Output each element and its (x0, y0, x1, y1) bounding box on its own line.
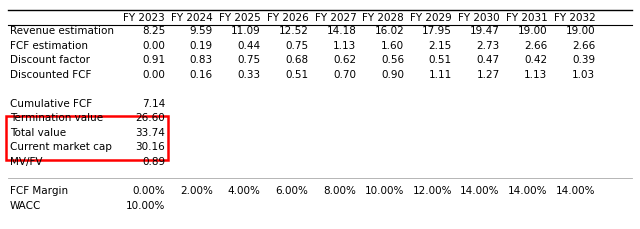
Text: 0.89: 0.89 (142, 157, 165, 167)
Text: Current market cap: Current market cap (10, 142, 111, 153)
Text: 0.51: 0.51 (285, 70, 308, 80)
Text: 0.56: 0.56 (381, 55, 404, 65)
Text: 11.09: 11.09 (231, 26, 260, 36)
Text: 0.47: 0.47 (477, 55, 500, 65)
Text: Revenue estimation: Revenue estimation (10, 26, 114, 36)
Text: 33.74: 33.74 (135, 128, 165, 138)
Text: Total value: Total value (10, 128, 66, 138)
Text: 7.14: 7.14 (142, 99, 165, 109)
Text: 0.42: 0.42 (524, 55, 547, 65)
Text: 0.19: 0.19 (190, 41, 213, 51)
Text: 10.00%: 10.00% (126, 201, 165, 211)
Text: 0.90: 0.90 (381, 70, 404, 80)
Text: 0.33: 0.33 (237, 70, 260, 80)
Text: FY 2031: FY 2031 (506, 13, 547, 23)
Text: 8.00%: 8.00% (323, 186, 356, 196)
Text: FY 2028: FY 2028 (362, 13, 404, 23)
Text: 0.16: 0.16 (190, 70, 213, 80)
Text: MV/FV: MV/FV (10, 157, 42, 167)
Bar (6, 116, 168, 160)
Text: FY 2026: FY 2026 (267, 13, 308, 23)
Text: 0.00%: 0.00% (132, 186, 165, 196)
Text: 19.00: 19.00 (566, 26, 595, 36)
Text: 12.52: 12.52 (278, 26, 308, 36)
Text: 12.00%: 12.00% (412, 186, 452, 196)
Text: 14.18: 14.18 (326, 26, 356, 36)
Text: 0.83: 0.83 (190, 55, 213, 65)
Text: FY 2023: FY 2023 (124, 13, 165, 23)
Text: FY 2032: FY 2032 (554, 13, 595, 23)
Text: 0.62: 0.62 (333, 55, 356, 65)
Text: 17.95: 17.95 (422, 26, 452, 36)
Text: 8.25: 8.25 (142, 26, 165, 36)
Text: FCF estimation: FCF estimation (10, 41, 88, 51)
Text: 9.59: 9.59 (189, 26, 213, 36)
Text: 16.02: 16.02 (374, 26, 404, 36)
Text: FY 2025: FY 2025 (219, 13, 260, 23)
Text: 2.00%: 2.00% (180, 186, 213, 196)
Text: FY 2024: FY 2024 (171, 13, 213, 23)
Text: FY 2029: FY 2029 (410, 13, 452, 23)
Text: Discounted FCF: Discounted FCF (10, 70, 91, 80)
Text: 14.00%: 14.00% (556, 186, 595, 196)
Text: 30.16: 30.16 (136, 142, 165, 153)
Text: 10.00%: 10.00% (365, 186, 404, 196)
Text: Termination value: Termination value (10, 113, 103, 123)
Text: 2.66: 2.66 (524, 41, 547, 51)
Text: Cumulative FCF: Cumulative FCF (10, 99, 92, 109)
Text: FY 2030: FY 2030 (458, 13, 500, 23)
Text: 0.00: 0.00 (142, 41, 165, 51)
Text: 0.51: 0.51 (429, 55, 452, 65)
Text: Discount factor: Discount factor (10, 55, 90, 65)
Text: WACC: WACC (10, 201, 41, 211)
Text: FCF Margin: FCF Margin (10, 186, 68, 196)
Text: 14.00%: 14.00% (508, 186, 547, 196)
Text: 14.00%: 14.00% (460, 186, 500, 196)
Text: 0.75: 0.75 (285, 41, 308, 51)
Text: 19.47: 19.47 (470, 26, 500, 36)
Text: 19.00: 19.00 (518, 26, 547, 36)
Text: 0.70: 0.70 (333, 70, 356, 80)
Text: 2.66: 2.66 (572, 41, 595, 51)
Text: 1.13: 1.13 (524, 70, 547, 80)
Text: 0.68: 0.68 (285, 55, 308, 65)
Text: 0.39: 0.39 (572, 55, 595, 65)
Text: 1.03: 1.03 (572, 70, 595, 80)
Text: 2.15: 2.15 (429, 41, 452, 51)
Text: 1.11: 1.11 (429, 70, 452, 80)
Text: 4.00%: 4.00% (228, 186, 260, 196)
Text: 1.13: 1.13 (333, 41, 356, 51)
Text: 2.73: 2.73 (476, 41, 500, 51)
Text: 1.27: 1.27 (476, 70, 500, 80)
Text: FY 2027: FY 2027 (315, 13, 356, 23)
Text: 6.00%: 6.00% (276, 186, 308, 196)
Text: 26.60: 26.60 (136, 113, 165, 123)
Text: 1.60: 1.60 (381, 41, 404, 51)
Text: 0.91: 0.91 (142, 55, 165, 65)
Text: 0.44: 0.44 (237, 41, 260, 51)
Text: 0.75: 0.75 (237, 55, 260, 65)
Text: 0.00: 0.00 (142, 70, 165, 80)
